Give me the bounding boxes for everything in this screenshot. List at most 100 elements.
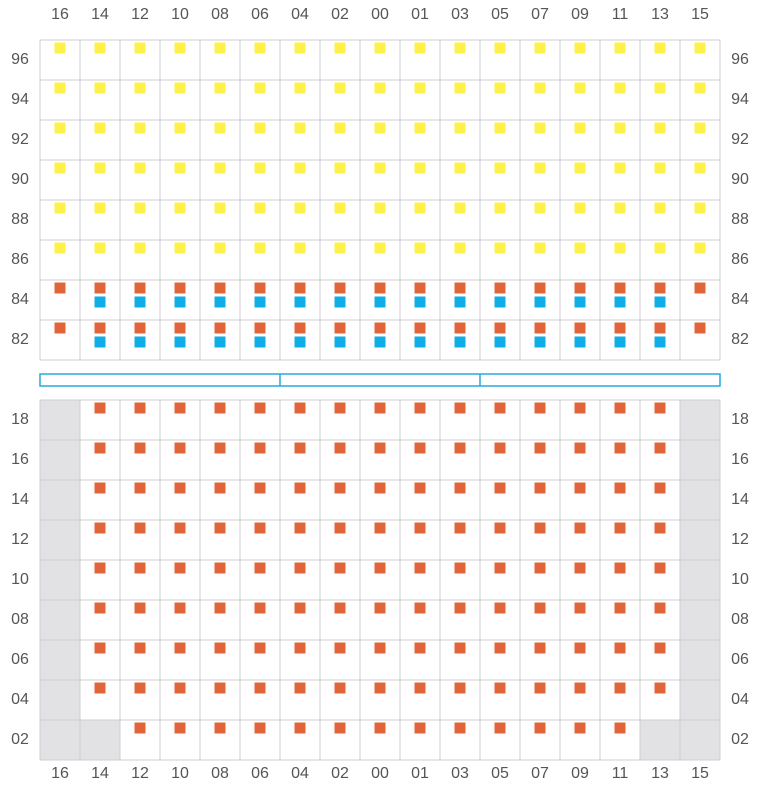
orange-item xyxy=(454,722,466,734)
yellow-item xyxy=(374,202,386,214)
yellow-item xyxy=(214,242,226,254)
yellow-item xyxy=(54,42,66,54)
column-label: 10 xyxy=(171,765,189,782)
orange-item xyxy=(494,402,506,414)
orange-item xyxy=(454,402,466,414)
row-label: 12 xyxy=(11,531,29,548)
orange-item xyxy=(414,642,426,654)
yellow-item xyxy=(374,42,386,54)
orange-item xyxy=(174,282,186,294)
yellow-item xyxy=(694,122,706,134)
orange-item xyxy=(574,722,586,734)
slot xyxy=(679,479,721,521)
yellow-item xyxy=(174,42,186,54)
orange-item xyxy=(294,322,306,334)
column-label: 08 xyxy=(211,6,229,23)
column-label: 14 xyxy=(91,765,109,782)
orange-item xyxy=(334,722,346,734)
yellow-item xyxy=(54,202,66,214)
row-label: 04 xyxy=(11,691,29,708)
yellow-item xyxy=(614,162,626,174)
slot xyxy=(599,639,641,681)
row-label: 84 xyxy=(11,291,29,308)
row-label: 88 xyxy=(11,211,29,228)
column-label: 05 xyxy=(491,6,509,23)
orange-item xyxy=(254,642,266,654)
column-label: 16 xyxy=(51,6,69,23)
yellow-item xyxy=(334,42,346,54)
row-label: 08 xyxy=(11,611,29,628)
orange-item xyxy=(254,722,266,734)
orange-item xyxy=(134,602,146,614)
orange-item xyxy=(454,322,466,334)
yellow-item xyxy=(254,242,266,254)
row-label: 92 xyxy=(731,131,749,148)
yellow-item xyxy=(254,82,266,94)
orange-item xyxy=(54,322,66,334)
yellow-item xyxy=(214,202,226,214)
orange-item xyxy=(454,562,466,574)
orange-item xyxy=(374,642,386,654)
blue-item xyxy=(334,296,346,308)
orange-item xyxy=(294,482,306,494)
orange-item xyxy=(334,522,346,534)
orange-item xyxy=(534,322,546,334)
yellow-item xyxy=(94,82,106,94)
yellow-item xyxy=(294,82,306,94)
row-label: 86 xyxy=(731,251,749,268)
row-label: 94 xyxy=(731,91,749,108)
orange-item xyxy=(534,642,546,654)
orange-item xyxy=(174,642,186,654)
yellow-item xyxy=(654,42,666,54)
slot xyxy=(39,399,81,441)
orange-item xyxy=(614,402,626,414)
orange-item xyxy=(654,562,666,574)
orange-item xyxy=(174,602,186,614)
row-label: 02 xyxy=(11,731,29,748)
yellow-item xyxy=(374,242,386,254)
yellow-item xyxy=(374,162,386,174)
yellow-item xyxy=(654,202,666,214)
orange-item xyxy=(534,402,546,414)
yellow-item xyxy=(494,82,506,94)
orange-item xyxy=(534,722,546,734)
orange-item xyxy=(254,522,266,534)
yellow-item xyxy=(134,162,146,174)
orange-item xyxy=(414,482,426,494)
orange-item xyxy=(214,402,226,414)
column-label: 06 xyxy=(251,6,269,23)
column-label: 05 xyxy=(491,765,509,782)
orange-item xyxy=(214,282,226,294)
orange-item xyxy=(94,642,106,654)
blue-item xyxy=(414,336,426,348)
orange-item xyxy=(614,322,626,334)
orange-item xyxy=(414,402,426,414)
orange-item xyxy=(414,282,426,294)
column-label: 07 xyxy=(531,765,549,782)
blue-item xyxy=(374,336,386,348)
row-label: 90 xyxy=(731,171,749,188)
orange-item xyxy=(134,402,146,414)
slot xyxy=(39,719,81,761)
orange-item xyxy=(374,402,386,414)
orange-item xyxy=(134,682,146,694)
blue-item xyxy=(134,336,146,348)
orange-item xyxy=(574,442,586,454)
blue-item xyxy=(574,296,586,308)
blue-item xyxy=(214,296,226,308)
blue-item xyxy=(174,336,186,348)
yellow-item xyxy=(414,162,426,174)
yellow-item xyxy=(574,122,586,134)
yellow-item xyxy=(454,42,466,54)
yellow-item xyxy=(694,162,706,174)
yellow-item xyxy=(534,162,546,174)
orange-item xyxy=(414,562,426,574)
orange-item xyxy=(334,402,346,414)
orange-item xyxy=(414,522,426,534)
yellow-item xyxy=(694,42,706,54)
orange-item xyxy=(494,282,506,294)
orange-item xyxy=(454,602,466,614)
orange-item xyxy=(94,602,106,614)
orange-item xyxy=(134,722,146,734)
